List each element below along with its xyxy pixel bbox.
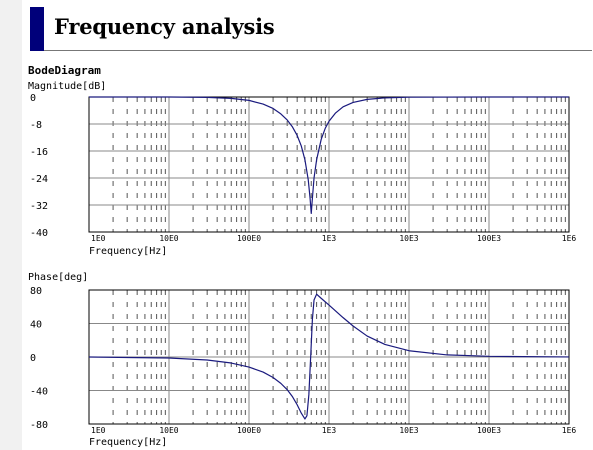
- phase-curve: [88, 293, 570, 420]
- phase-chart: 80 40 0 -40 -80 1E0 10E0 100E0 1E3 10E3 100E3 1E6 Ph…: [28, 272, 576, 448]
- x-axis-label: Frequency[Hz]: [89, 246, 167, 257]
- x-tick-label: 10E3: [399, 234, 418, 243]
- y-tick-label: -40: [30, 228, 48, 239]
- y-tick-label: 0: [30, 93, 36, 104]
- y-tick-label: 80: [30, 286, 42, 297]
- page-title: Frequency analysis: [54, 14, 275, 39]
- magnitude-curve: [89, 96, 569, 215]
- x-tick-label: 1E0: [91, 234, 106, 243]
- y-tick-label: -16: [30, 147, 48, 158]
- x-axis-label: Frequency[Hz]: [89, 437, 167, 448]
- x-tick-label: 100E0: [237, 234, 261, 243]
- plot-frame: [88, 96, 570, 233]
- y-tick-label: -40: [30, 387, 48, 398]
- x-tick-label: 100E0: [237, 426, 261, 435]
- y-tick-label: -8: [30, 120, 42, 131]
- section-heading: BodeDiagram: [28, 64, 101, 77]
- x-tick-label: 1E6: [562, 426, 577, 435]
- y-tick-label: -32: [30, 201, 48, 212]
- y-axis-label: Phase[deg]: [28, 272, 88, 283]
- x-tick-label: 10E3: [399, 426, 418, 435]
- x-tick-label: 1E6: [562, 234, 577, 243]
- y-axis-label: Magnitude[dB]: [28, 81, 106, 92]
- left-margin-strip: [0, 0, 22, 450]
- y-tick-label: -80: [30, 420, 48, 431]
- x-tick-label: 100E3: [477, 234, 501, 243]
- title-accent-bar: [30, 7, 44, 51]
- x-tick-label: 1E0: [91, 426, 106, 435]
- x-tick-label: 100E3: [477, 426, 501, 435]
- y-tick-label: 40: [30, 320, 42, 331]
- x-tick-label: 10E0: [159, 426, 178, 435]
- y-tick-label: -24: [30, 174, 48, 185]
- title-divider: [44, 50, 592, 51]
- x-tick-label: 1E3: [322, 426, 337, 435]
- y-tick-label: 0: [30, 353, 36, 364]
- x-tick-label: 10E0: [159, 234, 178, 243]
- x-tick-label: 1E3: [322, 234, 337, 243]
- magnitude-chart: 0 -8 -16 -24 -32 -40 1E0 10E0 100E0 1E3 10E3 100E3 1…: [28, 81, 576, 257]
